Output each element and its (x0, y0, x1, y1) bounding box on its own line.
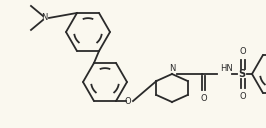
Text: O: O (240, 92, 246, 101)
Text: N: N (41, 13, 48, 22)
Text: O: O (200, 94, 207, 103)
Text: HN: HN (220, 64, 233, 73)
Text: O: O (240, 47, 246, 56)
Text: N: N (169, 64, 175, 73)
Text: O: O (125, 97, 131, 106)
Text: S: S (238, 69, 246, 79)
